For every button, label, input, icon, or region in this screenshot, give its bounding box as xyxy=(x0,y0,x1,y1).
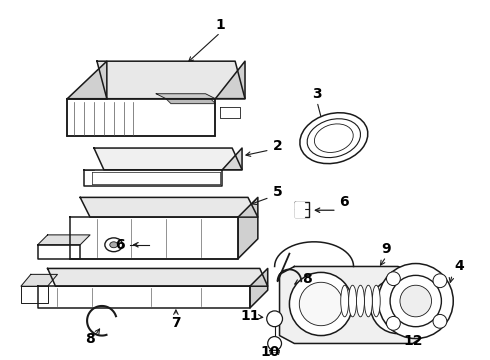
Polygon shape xyxy=(38,245,80,258)
Text: 10: 10 xyxy=(260,345,279,359)
Polygon shape xyxy=(295,202,309,217)
Polygon shape xyxy=(94,148,242,170)
Polygon shape xyxy=(97,61,245,99)
Polygon shape xyxy=(250,269,268,308)
Polygon shape xyxy=(48,269,268,286)
Ellipse shape xyxy=(307,119,361,158)
Text: 7: 7 xyxy=(171,316,181,330)
Circle shape xyxy=(299,282,343,326)
Polygon shape xyxy=(67,99,216,136)
Polygon shape xyxy=(84,170,222,185)
Circle shape xyxy=(433,274,447,288)
Text: 4: 4 xyxy=(454,260,464,274)
Circle shape xyxy=(380,288,416,324)
Circle shape xyxy=(267,311,283,327)
Polygon shape xyxy=(222,148,242,170)
Ellipse shape xyxy=(110,242,118,248)
Ellipse shape xyxy=(372,285,380,317)
Polygon shape xyxy=(38,235,90,245)
Polygon shape xyxy=(21,274,57,286)
Polygon shape xyxy=(21,286,48,303)
Polygon shape xyxy=(80,197,258,217)
Text: 8: 8 xyxy=(302,272,312,286)
Circle shape xyxy=(268,337,282,350)
Polygon shape xyxy=(216,61,245,99)
Polygon shape xyxy=(38,286,250,308)
Polygon shape xyxy=(279,266,428,343)
Ellipse shape xyxy=(105,238,122,252)
Ellipse shape xyxy=(341,285,348,317)
Ellipse shape xyxy=(357,285,365,317)
Polygon shape xyxy=(220,107,240,118)
Text: 8: 8 xyxy=(85,332,95,346)
Circle shape xyxy=(400,285,432,317)
Circle shape xyxy=(387,316,400,330)
Circle shape xyxy=(433,314,447,328)
Polygon shape xyxy=(156,94,216,99)
Text: 2: 2 xyxy=(273,139,282,153)
Circle shape xyxy=(390,275,441,327)
Text: 6: 6 xyxy=(339,195,348,209)
Ellipse shape xyxy=(315,124,353,153)
Polygon shape xyxy=(295,202,304,217)
Circle shape xyxy=(378,264,453,338)
Text: 3: 3 xyxy=(312,87,322,101)
Polygon shape xyxy=(70,217,238,258)
Polygon shape xyxy=(270,350,279,360)
Text: 6: 6 xyxy=(115,238,124,252)
Text: 9: 9 xyxy=(381,242,391,256)
Circle shape xyxy=(387,272,400,285)
Text: 5: 5 xyxy=(273,185,282,199)
Polygon shape xyxy=(67,61,107,99)
Polygon shape xyxy=(238,197,258,258)
Text: 11: 11 xyxy=(240,309,260,323)
Ellipse shape xyxy=(348,285,357,317)
Circle shape xyxy=(370,278,426,334)
Text: 12: 12 xyxy=(403,333,422,347)
Ellipse shape xyxy=(365,285,372,317)
Ellipse shape xyxy=(300,113,368,164)
Text: 1: 1 xyxy=(216,18,225,32)
Circle shape xyxy=(290,273,353,336)
Polygon shape xyxy=(166,99,216,104)
